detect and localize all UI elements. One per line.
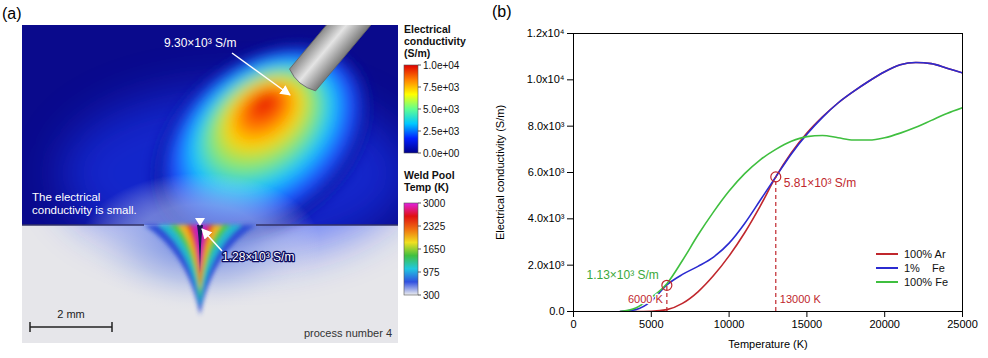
svg-text:300: 300 bbox=[423, 290, 440, 301]
svg-text:1.0x10⁴: 1.0x10⁴ bbox=[527, 73, 565, 85]
svg-text:0: 0 bbox=[570, 318, 576, 330]
svg-text:2325: 2325 bbox=[423, 221, 446, 232]
svg-text:The electrical: The electrical bbox=[32, 191, 100, 203]
svg-text:10000: 10000 bbox=[714, 318, 745, 330]
svg-text:6000 K: 6000 K bbox=[628, 293, 664, 305]
svg-text:0.0: 0.0 bbox=[549, 305, 564, 317]
svg-text:13000 K: 13000 K bbox=[780, 293, 822, 305]
svg-text:9.30×10³ S/m: 9.30×10³ S/m bbox=[164, 36, 236, 50]
svg-text:1.2x10⁴: 1.2x10⁴ bbox=[527, 27, 565, 39]
svg-text:2 mm: 2 mm bbox=[57, 308, 85, 320]
svg-text:Temp (K): Temp (K) bbox=[404, 181, 449, 193]
html-text:100% Ar: 100% Ar bbox=[904, 248, 946, 260]
svg-text:6.0x10³: 6.0x10³ bbox=[528, 166, 565, 178]
svg-text:Electrical conductivity (S/m): Electrical conductivity (S/m) bbox=[494, 105, 506, 240]
html-text:(b): (b) bbox=[492, 3, 512, 20]
svg-text:conductivity is small.: conductivity is small. bbox=[32, 204, 137, 216]
svg-text:1.0e+04: 1.0e+04 bbox=[423, 60, 460, 71]
svg-text:(a): (a) bbox=[2, 5, 22, 22]
svg-text:1.13×10³ S/m: 1.13×10³ S/m bbox=[586, 268, 658, 282]
svg-text:7.5e+03: 7.5e+03 bbox=[423, 82, 460, 93]
svg-text:conductivity: conductivity bbox=[404, 35, 466, 47]
svg-text:1.28×10³ S/m: 1.28×10³ S/m bbox=[222, 250, 294, 264]
svg-text:5000: 5000 bbox=[639, 318, 663, 330]
svg-text:Weld Pool: Weld Pool bbox=[404, 169, 455, 181]
html-text:1% Fe: 1% Fe bbox=[904, 262, 945, 274]
svg-text:5.81×10³ S/m: 5.81×10³ S/m bbox=[784, 176, 856, 190]
svg-text:25000: 25000 bbox=[947, 318, 978, 330]
svg-text:1650: 1650 bbox=[423, 244, 446, 255]
svg-text:2.0x10³: 2.0x10³ bbox=[528, 259, 565, 271]
svg-text:3000: 3000 bbox=[423, 198, 446, 209]
svg-text:2.5e+03: 2.5e+03 bbox=[423, 126, 460, 137]
svg-text:(S/m): (S/m) bbox=[404, 47, 430, 59]
svg-text:0.0e+00: 0.0e+00 bbox=[423, 148, 460, 159]
svg-text:975: 975 bbox=[423, 267, 440, 278]
svg-text:4.0x10³: 4.0x10³ bbox=[528, 212, 565, 224]
svg-text:15000: 15000 bbox=[792, 318, 823, 330]
svg-text:Temperature (K): Temperature (K) bbox=[728, 338, 807, 350]
svg-text:Electrical: Electrical bbox=[404, 23, 451, 35]
html-text:100% Fe: 100% Fe bbox=[904, 276, 948, 288]
svg-text:process number 4: process number 4 bbox=[304, 327, 392, 339]
svg-text:20000: 20000 bbox=[869, 318, 900, 330]
svg-text:5.0e+03: 5.0e+03 bbox=[423, 104, 460, 115]
svg-text:8.0x10³: 8.0x10³ bbox=[528, 120, 565, 132]
